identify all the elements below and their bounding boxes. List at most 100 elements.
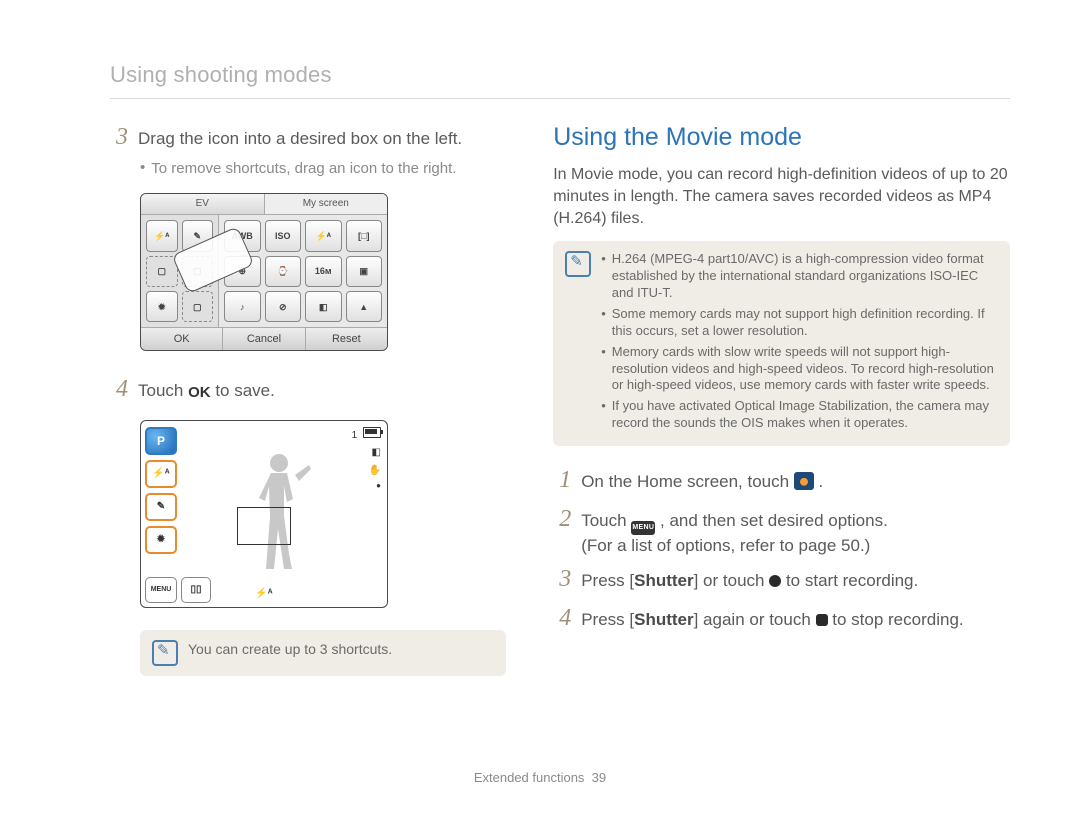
note-item: H.264 (MPEG-4 part10/AVC) is a high-comp…	[601, 251, 996, 302]
step-3-sub: To remove shortcuts, drag an icon to the…	[140, 159, 507, 179]
text-fragment: On the Home screen, touch	[581, 472, 794, 491]
page-header: Using shooting modes	[110, 60, 1010, 90]
focus-frame	[237, 507, 291, 545]
slot-empty[interactable]: ▢	[182, 291, 214, 322]
text-fragment: ] again or touch	[694, 610, 816, 629]
movie-step-1: 1 On the Home screen, touch .	[553, 464, 1010, 496]
text-fragment: to save.	[215, 381, 275, 400]
shutter-label: Shutter	[634, 571, 694, 590]
step-number: 4	[110, 373, 128, 405]
info-stack: 1 ◧ ✋ ●	[352, 427, 381, 492]
section-title: Using the Movie mode	[553, 121, 1010, 155]
header-rule	[110, 98, 1010, 99]
palette-icon[interactable]: ⌚	[265, 256, 302, 287]
slot-empty[interactable]: ▢	[146, 256, 178, 287]
left-column: 3 Drag the icon into a desired box on th…	[110, 121, 507, 694]
note-item-text: H.264 (MPEG-4 part10/AVC) is a high-comp…	[612, 251, 996, 302]
palette-icon[interactable]: ◧	[305, 291, 342, 322]
ev-icon[interactable]: ✎	[145, 493, 177, 521]
text-fragment: Touch	[581, 511, 631, 530]
slot-icon[interactable]: ✹	[146, 291, 178, 322]
ok-button[interactable]: OK	[141, 328, 222, 350]
text-fragment: to stop recording.	[832, 610, 963, 629]
manual-page: Using shooting modes 3 Drag the icon int…	[0, 0, 1080, 815]
menu-icon[interactable]: MENU	[631, 521, 655, 535]
tab-my-screen[interactable]: My screen	[264, 194, 388, 214]
text-fragment: Press [	[581, 571, 634, 590]
text-fragment: .	[819, 472, 824, 491]
record-stop-icon[interactable]	[816, 614, 828, 626]
record-start-icon[interactable]	[769, 575, 781, 587]
palette-icon[interactable]: 16ᴍ	[305, 256, 342, 287]
note-item: Memory cards with slow write speeds will…	[601, 344, 996, 395]
palette-icon[interactable]: ▲	[346, 291, 383, 322]
step-number: 3	[553, 563, 571, 595]
step-number: 2	[553, 503, 571, 535]
movie-step-3: 3 Press [Shutter] or touch to start reco…	[553, 563, 1010, 595]
step-number: 4	[553, 602, 571, 634]
step-text: Touch MENU , and then set desired option…	[581, 510, 888, 558]
footer-page: 39	[592, 770, 606, 785]
screen-buttons: OK Cancel Reset	[141, 327, 387, 350]
palette-icon[interactable]: ⚡ᴬ	[305, 220, 342, 251]
flash-indicator: ⚡ᴬ	[255, 587, 272, 601]
note-item: If you have activated Optical Image Stab…	[601, 398, 996, 432]
shutter-label: Shutter	[634, 610, 694, 629]
battery-icon	[363, 427, 381, 438]
note-shortcut-limit: You can create up to 3 shortcuts.	[140, 630, 506, 676]
palette-icon[interactable]: ♪	[224, 291, 261, 322]
screen-tabs: EV My screen	[141, 194, 387, 215]
text-fragment: Press [	[581, 610, 634, 629]
text-fragment: ] or touch	[694, 571, 770, 590]
mode-p-icon[interactable]: P	[145, 427, 177, 455]
movie-mode-icon[interactable]	[794, 472, 814, 490]
step-sub-text: To remove shortcuts, drag an icon to the…	[151, 159, 456, 179]
content-columns: 3 Drag the icon into a desired box on th…	[110, 121, 1010, 694]
note-h264: H.264 (MPEG-4 part10/AVC) is a high-comp…	[553, 241, 1010, 446]
right-column: Using the Movie mode In Movie mode, you …	[553, 121, 1010, 694]
reset-button[interactable]: Reset	[305, 328, 387, 350]
step-text: Touch OK to save.	[138, 380, 275, 403]
screen-my-screen: EV My screen ⚡ᴬ ✎ ▢ ▢ ✹ ▢ AWB	[140, 193, 388, 351]
menu-button[interactable]: MENU	[145, 577, 177, 603]
note-icon	[565, 251, 591, 277]
screen-preview: P ⚡ᴬ ✎ ✹ 1 ◧ ✋	[140, 420, 388, 608]
palette-icon[interactable]: ISO	[265, 220, 302, 251]
text-fragment: Touch	[138, 381, 188, 400]
flash-auto-icon[interactable]: ⚡ᴬ	[145, 460, 177, 488]
step-text: On the Home screen, touch .	[581, 471, 823, 494]
timer-off-icon[interactable]: ✹	[145, 526, 177, 554]
note-icon	[152, 640, 178, 666]
note-item-text: Some memory cards may not support high d…	[612, 306, 996, 340]
palette-icon[interactable]: ⊘	[265, 291, 302, 322]
left-icon-stack: P ⚡ᴬ ✎ ✹	[145, 427, 177, 554]
palette-icon[interactable]: ▣	[346, 256, 383, 287]
step-3: 3 Drag the icon into a desired box on th…	[110, 121, 507, 153]
palette-icon[interactable]: [□]	[346, 220, 383, 251]
count-label: 1	[352, 430, 358, 441]
shots-remaining: 1	[352, 427, 381, 443]
footer-section: Extended functions	[474, 770, 585, 785]
step-text: Press [Shutter] again or touch to stop r…	[581, 609, 963, 632]
text-fragment: (For a list of options, refer to page 50…	[581, 536, 870, 555]
figure-my-screen: EV My screen ⚡ᴬ ✎ ▢ ▢ ✹ ▢ AWB	[140, 193, 507, 351]
screen-body: ⚡ᴬ ✎ ▢ ▢ ✹ ▢ AWB ISO ⚡ᴬ [□] ⊕	[141, 215, 387, 327]
note-item: Some memory cards may not support high d…	[601, 306, 996, 340]
panorama-button[interactable]: ▯▯	[181, 577, 211, 603]
slot-icon[interactable]: ⚡ᴬ	[146, 220, 178, 251]
text-fragment: to start recording.	[786, 571, 918, 590]
indicator-icon: ◧	[372, 446, 381, 460]
section-intro: In Movie mode, you can record high-defin…	[553, 164, 1010, 229]
cancel-button[interactable]: Cancel	[222, 328, 304, 350]
note-item-text: If you have activated Optical Image Stab…	[612, 398, 996, 432]
icon-palette: AWB ISO ⚡ᴬ [□] ⊕ ⌚ 16ᴍ ▣ ♪ ⊘ ◧ ▲	[219, 215, 387, 327]
step-number: 1	[553, 464, 571, 496]
tab-ev[interactable]: EV	[141, 194, 264, 214]
indicator-icon: ✋	[369, 464, 381, 478]
step-number: 3	[110, 121, 128, 153]
bottom-icons: MENU ▯▯	[145, 577, 211, 603]
movie-step-2: 2 Touch MENU , and then set desired opti…	[553, 503, 1010, 558]
indicator-icon: ●	[376, 481, 381, 492]
step-text: Press [Shutter] or touch to start record…	[581, 570, 918, 593]
movie-step-4: 4 Press [Shutter] again or touch to stop…	[553, 602, 1010, 634]
